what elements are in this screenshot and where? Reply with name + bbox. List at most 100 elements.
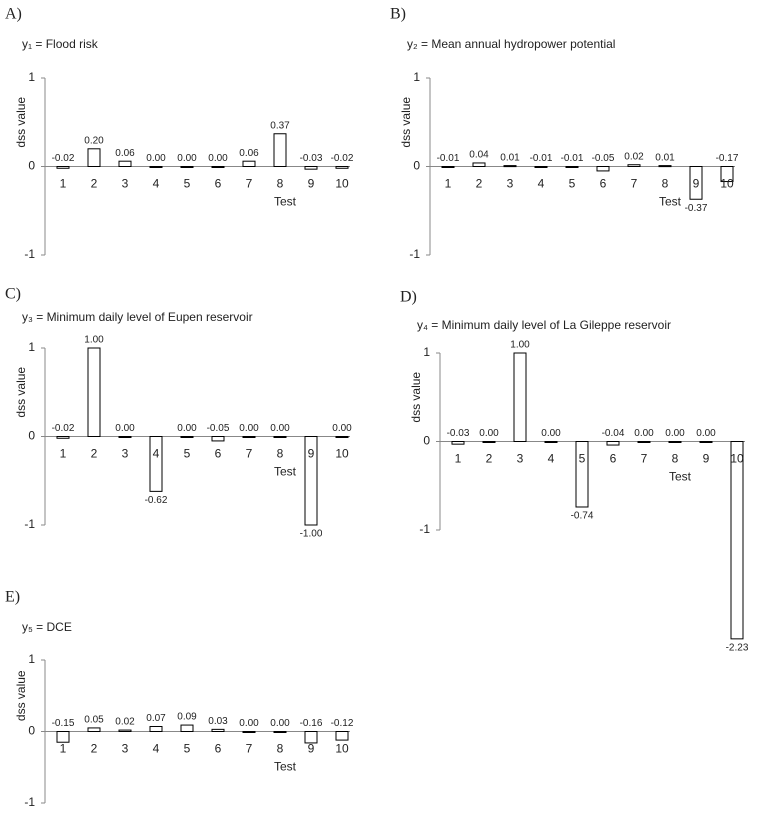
value-label: -0.05	[207, 423, 230, 434]
bar	[606, 441, 620, 446]
x-tick-label: 10	[730, 452, 744, 466]
value-label: 0.37	[270, 120, 290, 131]
x-tick-label: 10	[335, 447, 349, 461]
value-label: 0.00	[177, 153, 197, 164]
chart-title: y₅ = DCE	[22, 620, 72, 634]
value-label: 0.01	[655, 152, 675, 163]
chart-title: y₁ = Flood risk	[22, 37, 99, 51]
value-label: -0.37	[685, 203, 708, 214]
bar	[149, 725, 163, 732]
value-label: -0.03	[447, 428, 470, 439]
x-tick-label: 3	[507, 177, 514, 191]
y-tick-label: 0	[423, 434, 430, 448]
y-tick-label: 1	[28, 340, 35, 354]
panel-label: C)	[5, 286, 21, 303]
y-tick-label: -1	[24, 795, 35, 809]
value-label: -0.12	[331, 718, 354, 729]
value-label: 0.00	[270, 423, 290, 434]
x-tick-label: 3	[517, 452, 524, 466]
value-label: -0.17	[716, 153, 739, 164]
bar	[180, 166, 194, 168]
panel-label: E)	[5, 589, 20, 606]
value-label: 0.07	[146, 713, 166, 724]
x-tick-label: 9	[308, 742, 315, 756]
y-tick-label: 0	[28, 429, 35, 443]
bar	[627, 164, 641, 167]
value-label: -0.62	[145, 495, 168, 506]
value-label: 0.00	[665, 428, 685, 439]
x-tick-label: 9	[308, 447, 315, 461]
value-label: 1.00	[84, 335, 104, 346]
y-tick-label: 1	[28, 652, 35, 666]
bar	[503, 165, 517, 168]
y-tick-label: -1	[419, 522, 430, 536]
value-label: 0.04	[469, 150, 489, 161]
bar	[441, 166, 455, 168]
bar	[689, 166, 703, 200]
x-tick-label: 4	[153, 177, 160, 191]
bar	[335, 436, 349, 438]
y-axis-label: dss value	[399, 97, 413, 148]
bar	[273, 731, 287, 733]
bar	[180, 436, 194, 438]
x-tick-label: 8	[672, 452, 679, 466]
x-tick-label: 5	[569, 177, 576, 191]
value-label: -0.02	[52, 153, 75, 164]
value-label: 0.00	[696, 428, 716, 439]
bar	[472, 162, 486, 168]
chart-title: y₃ = Minimum daily level of Eupen reserv…	[22, 310, 253, 324]
x-tick-label: 1	[60, 742, 67, 756]
x-tick-label: 2	[91, 447, 98, 461]
bar	[211, 166, 225, 168]
bar	[304, 731, 318, 744]
x-axis-label: Test	[274, 760, 297, 774]
x-tick-label: 6	[215, 177, 222, 191]
y-tick-label: 1	[28, 70, 35, 84]
value-label: 0.00	[332, 423, 352, 434]
value-label: 0.02	[115, 717, 135, 728]
bar	[180, 724, 194, 733]
bar	[304, 436, 318, 526]
x-tick-label: 3	[122, 177, 129, 191]
bar	[273, 133, 287, 168]
value-label: -0.03	[300, 153, 323, 164]
x-tick-label: 2	[91, 177, 98, 191]
bar	[149, 436, 163, 492]
x-tick-label: 7	[246, 447, 253, 461]
value-label: -0.02	[52, 423, 75, 434]
bar	[513, 352, 527, 442]
y-axis-label: dss value	[14, 670, 28, 721]
y-tick-label: 0	[28, 724, 35, 738]
value-label: -0.05	[592, 153, 615, 164]
value-label: 0.20	[84, 135, 104, 146]
value-label: 0.00	[146, 153, 166, 164]
value-label: 0.00	[270, 718, 290, 729]
x-tick-label: 4	[548, 452, 555, 466]
value-label: 0.00	[115, 423, 135, 434]
bar	[56, 436, 70, 439]
bar	[720, 166, 734, 183]
panel-label: B)	[390, 6, 406, 23]
value-label: -0.15	[52, 718, 75, 729]
panel-label: D)	[400, 289, 417, 306]
x-tick-label: 4	[153, 447, 160, 461]
value-label: 1.00	[510, 340, 530, 351]
chart-title: y₄ = Minimum daily level of La Gileppe r…	[417, 318, 671, 332]
bar	[242, 436, 256, 438]
value-label: 0.00	[479, 428, 499, 439]
value-label: -0.01	[437, 153, 460, 164]
x-tick-label: 2	[476, 177, 483, 191]
x-tick-label: 2	[486, 452, 493, 466]
x-tick-label: 4	[538, 177, 545, 191]
bar	[544, 441, 558, 443]
value-label: 0.03	[208, 716, 228, 727]
x-tick-label: 1	[60, 177, 67, 191]
value-label: 0.00	[208, 153, 228, 164]
bar	[211, 436, 225, 442]
bar	[56, 166, 70, 169]
bar	[56, 731, 70, 743]
x-tick-label: 2	[91, 742, 98, 756]
y-tick-label: -1	[24, 517, 35, 531]
